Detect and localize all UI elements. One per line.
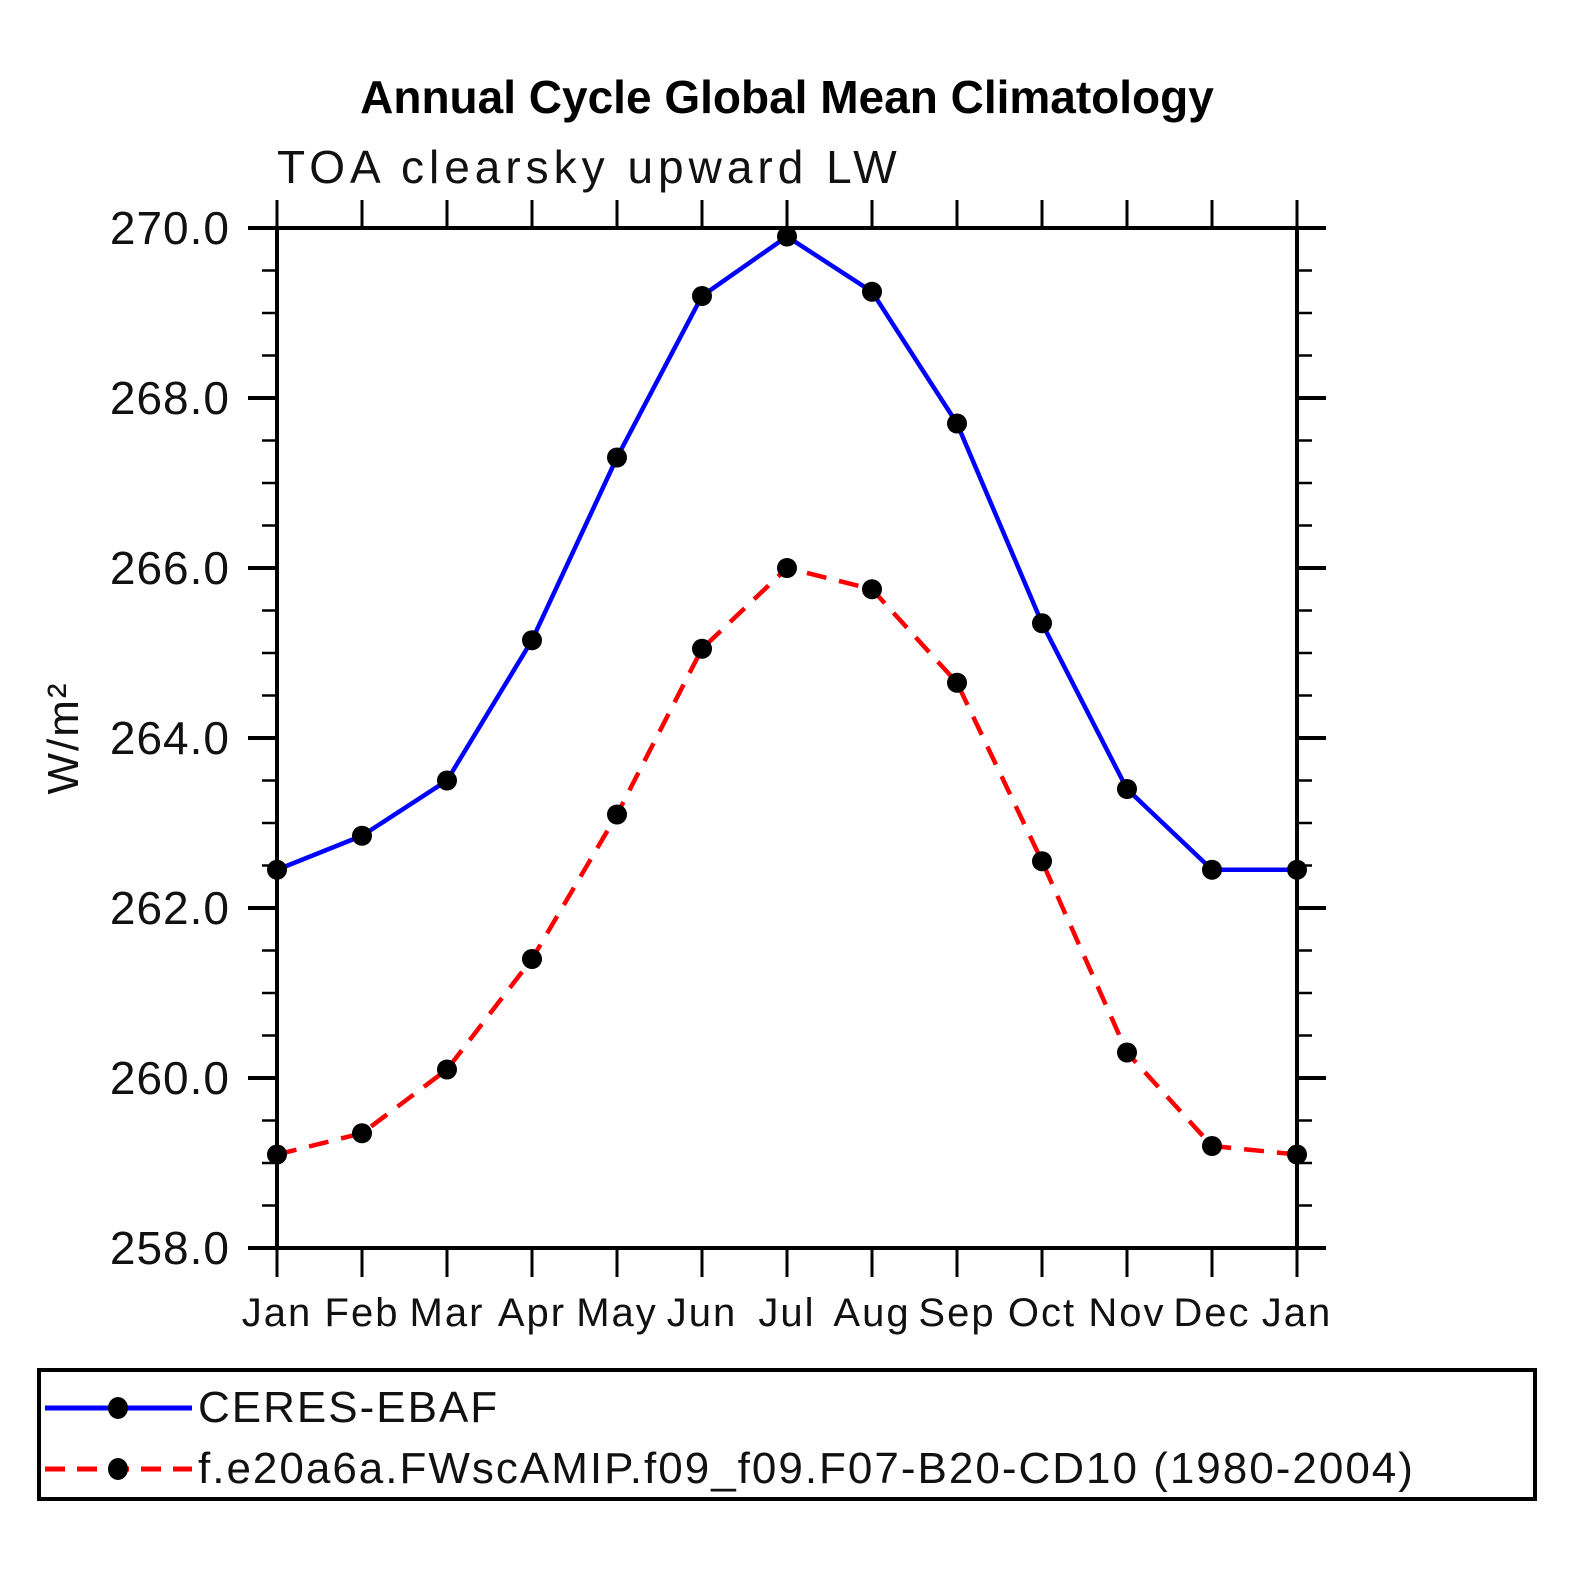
svg-text:Nov: Nov <box>1088 1291 1165 1335</box>
svg-text:264.0: 264.0 <box>110 712 230 764</box>
chart-title: Annual Cycle Global Mean Climatology <box>360 71 1214 123</box>
svg-text:W/m²: W/m² <box>39 681 88 794</box>
legend-dashed-line-marker-icon <box>45 1458 192 1480</box>
legend-label-model-run: f.e20a6a.FWscAMIP.f09_f09.F07-B20-CD10 (… <box>198 1444 1415 1493</box>
legend-box: CERES-EBAF f.e20a6a.FWscAMIP.f09_f09.F07… <box>37 1368 1537 1501</box>
svg-text:Sep: Sep <box>918 1291 995 1335</box>
svg-text:May: May <box>576 1291 658 1335</box>
svg-text:Dec: Dec <box>1173 1291 1250 1335</box>
svg-text:266.0: 266.0 <box>110 542 230 594</box>
legend-item-model-run: f.e20a6a.FWscAMIP.f09_f09.F07-B20-CD10 (… <box>41 1444 1415 1493</box>
svg-text:Jun: Jun <box>667 1291 738 1335</box>
legend-label-ceres-ebaf: CERES-EBAF <box>198 1383 500 1432</box>
legend-solid-line-marker-icon <box>45 1397 192 1419</box>
svg-text:Jan: Jan <box>1262 1291 1333 1335</box>
legend-item-ceres-ebaf: CERES-EBAF <box>41 1383 500 1432</box>
svg-text:258.0: 258.0 <box>110 1222 230 1274</box>
svg-text:Aug: Aug <box>833 1291 910 1335</box>
svg-text:Jul: Jul <box>758 1291 815 1335</box>
svg-text:Apr: Apr <box>498 1291 566 1335</box>
svg-text:Jan: Jan <box>242 1291 313 1335</box>
svg-text:270.0: 270.0 <box>110 202 230 254</box>
svg-text:262.0: 262.0 <box>110 882 230 934</box>
svg-text:260.0: 260.0 <box>110 1052 230 1104</box>
plot-area: 258.0 260.0 262.0 264.0 266.0 268.0 270.0 Jan Fe… <box>39 200 1333 1335</box>
svg-text:Mar: Mar <box>410 1291 485 1335</box>
svg-text:268.0: 268.0 <box>110 372 230 424</box>
svg-text:Oct: Oct <box>1008 1291 1076 1335</box>
svg-text:Feb: Feb <box>325 1291 400 1335</box>
chart-subtitle: TOA clearsky upward LW <box>277 141 902 193</box>
